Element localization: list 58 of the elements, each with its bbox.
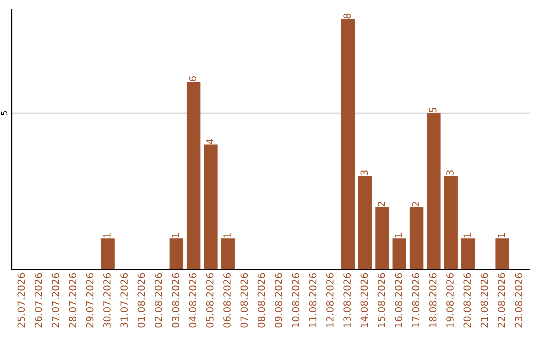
x-tick-label: 28.07.2026: [69, 273, 77, 328]
x-tick-label: 22.08.2026: [498, 273, 506, 328]
data-label: 3: [360, 170, 368, 176]
x-tick-label: 02.08.2026: [154, 273, 162, 328]
bar: [341, 19, 356, 270]
data-label: 1: [464, 233, 471, 238]
data-label: 8: [344, 14, 352, 19]
x-tick-label: 08.08.2026: [258, 273, 266, 328]
bar: [461, 238, 476, 270]
bar: [392, 238, 407, 270]
x-tick-label: 20.08.2026: [464, 273, 472, 328]
data-label: 1: [172, 233, 180, 238]
bar: [221, 238, 235, 270]
bar: [410, 207, 424, 270]
x-tick-label: 25.07.2026: [18, 273, 26, 328]
x-tick-label: 19.08.2026: [446, 273, 454, 328]
x-tick-label: 01.08.2026: [138, 273, 146, 328]
bar: [444, 176, 458, 270]
data-label: 5: [430, 108, 437, 113]
data-label: 3: [446, 170, 454, 176]
x-tick-label: 04.08.2026: [189, 273, 197, 328]
bar: [170, 238, 184, 270]
x-tick-label: 17.08.2026: [412, 273, 420, 328]
data-label: 1: [395, 233, 402, 238]
x-tick-label: 18.08.2026: [429, 273, 437, 328]
x-tick-label: 12.08.2026: [326, 273, 334, 328]
x-tick-label: 31.07.2026: [120, 273, 128, 328]
data-label: 4: [206, 139, 214, 144]
x-tick-label: 26.07.2026: [34, 273, 42, 328]
data-label: 1: [104, 233, 111, 238]
bar: [186, 82, 201, 270]
data-label: 1: [224, 233, 231, 238]
x-tick-label: 05.08.2026: [206, 273, 214, 328]
x-tick-label: 15.08.2026: [378, 273, 386, 328]
x-tick-label: 13.08.2026: [344, 273, 352, 328]
x-tick-label: 06.08.2026: [224, 273, 231, 328]
x-tick-label: 23.08.2026: [515, 273, 523, 328]
data-label: 2: [378, 202, 386, 207]
x-tick-label: 07.08.2026: [240, 273, 248, 328]
bar: [358, 176, 372, 270]
bar: [427, 113, 441, 270]
bar: [204, 144, 218, 270]
x-tick-label: 14.08.2026: [360, 273, 368, 328]
x-tick-label: 09.08.2026: [275, 273, 282, 328]
bar: [376, 207, 390, 270]
x-tick-label: 21.08.2026: [480, 273, 488, 328]
bar: [496, 238, 510, 270]
x-tick-label: 03.08.2026: [172, 273, 180, 328]
data-label: 1: [498, 233, 506, 238]
x-tick-label: 16.08.2026: [395, 273, 402, 328]
x-tick-label: 30.07.2026: [104, 273, 111, 328]
data-label: 6: [189, 76, 197, 82]
bar: [101, 238, 115, 270]
data-label: 2: [412, 202, 420, 207]
x-tick-label: 29.07.2026: [86, 273, 94, 328]
x-tick-label: 10.08.2026: [292, 273, 300, 328]
x-tick-label: 11.08.2026: [309, 273, 317, 328]
x-tick-label: 27.07.2026: [52, 273, 60, 328]
